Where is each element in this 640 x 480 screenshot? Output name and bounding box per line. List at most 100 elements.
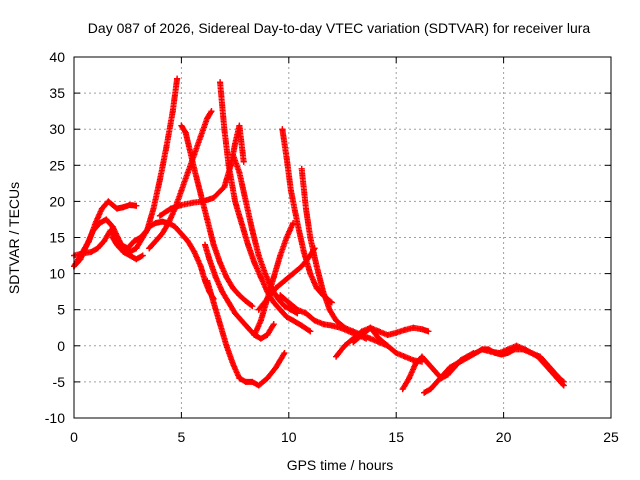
data-point [189, 199, 196, 206]
data-point [251, 259, 258, 266]
data-point [184, 238, 191, 245]
data-point [133, 202, 140, 209]
data-point [113, 205, 120, 212]
data-point [159, 218, 166, 225]
data-point [290, 317, 297, 324]
data-point [277, 292, 284, 299]
data-point [88, 248, 95, 255]
data-point [83, 241, 90, 248]
data-point [120, 245, 127, 252]
data-point [242, 298, 249, 305]
data-point [298, 322, 305, 329]
data-point [425, 360, 432, 367]
data-point [281, 277, 288, 284]
data-point [275, 295, 282, 302]
y-tick-label: 15 [49, 230, 65, 246]
data-point [410, 324, 417, 331]
data-point [511, 346, 518, 353]
data-point [236, 169, 243, 176]
data-point [376, 335, 383, 342]
data-point [272, 364, 279, 371]
data-point [255, 306, 262, 313]
data-point [255, 252, 262, 259]
data-point [363, 335, 370, 342]
data-point [126, 248, 133, 255]
data-point [345, 328, 352, 335]
data-point [101, 238, 108, 245]
data-point [152, 220, 159, 227]
data-point [333, 353, 340, 360]
data-point [294, 220, 301, 227]
x-tick-label: 25 [603, 429, 619, 445]
data-point [287, 187, 294, 194]
data-point [212, 274, 219, 281]
data-point [255, 382, 262, 389]
data-point [298, 165, 305, 172]
data-point [96, 220, 103, 227]
data-point [191, 165, 198, 172]
data-point [358, 331, 365, 338]
data-point [182, 129, 189, 136]
data-point [277, 306, 284, 313]
data-point [367, 324, 374, 331]
data-point [311, 317, 318, 324]
data-point [320, 321, 327, 328]
data-point [105, 198, 112, 205]
data-point [459, 357, 466, 364]
data-point [446, 364, 453, 371]
data-point [249, 303, 256, 310]
data-point [225, 299, 232, 306]
data-point [221, 126, 228, 133]
data-point [159, 230, 166, 237]
data-point [199, 198, 206, 205]
data-point [283, 155, 290, 162]
data-point [287, 306, 294, 313]
data-point [281, 303, 288, 310]
data-point [277, 252, 284, 259]
y-tick-label: 5 [57, 302, 65, 318]
x-axis-label: GPS time / hours [287, 457, 394, 473]
series-marks [511, 346, 567, 385]
x-tick-label: 0 [70, 429, 78, 445]
data-point [307, 234, 314, 241]
series-pass-10 [217, 79, 314, 335]
data-point [350, 339, 357, 346]
y-tick-label: -5 [53, 374, 66, 390]
data-point [270, 274, 277, 281]
data-point [232, 310, 239, 317]
data-point [393, 329, 400, 336]
data-point [126, 202, 133, 209]
data-point [169, 108, 176, 115]
data-point [113, 241, 120, 248]
data-point [279, 126, 286, 133]
data-point [210, 241, 217, 248]
data-point [156, 212, 163, 219]
y-tick-label: -10 [45, 410, 65, 426]
data-point [210, 299, 217, 306]
series-marks [71, 75, 181, 270]
data-point [257, 335, 264, 342]
y-tick-label: 10 [49, 266, 65, 282]
data-point [307, 328, 314, 335]
data-point [399, 386, 406, 393]
data-point [513, 342, 520, 349]
data-point [421, 389, 428, 396]
y-tick-label: 30 [49, 121, 65, 137]
data-point [219, 288, 226, 295]
data-point [262, 270, 269, 277]
data-point [150, 205, 157, 212]
data-point [236, 122, 243, 129]
data-point [328, 322, 335, 329]
x-tick-label: 20 [496, 429, 512, 445]
data-point [146, 223, 153, 230]
data-point [225, 162, 232, 169]
data-point [418, 326, 425, 333]
data-point [504, 346, 511, 353]
data-point [178, 122, 185, 129]
data-point [264, 331, 271, 338]
series-pass-6 [178, 122, 256, 310]
data-point [257, 274, 264, 281]
data-point [270, 299, 277, 306]
data-point [496, 350, 503, 357]
